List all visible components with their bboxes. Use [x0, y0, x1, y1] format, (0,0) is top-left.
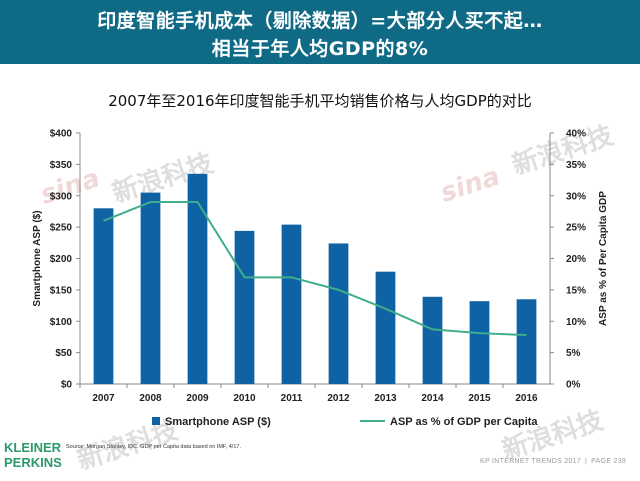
- asp-bar: [140, 192, 161, 384]
- asp-pct-gdp-line: [103, 201, 527, 337]
- legend-bar-swatch: [152, 417, 160, 425]
- right-tick-label: 15%: [566, 285, 586, 296]
- x-tick-label: 2008: [139, 393, 162, 404]
- left-tick-label: $50: [55, 348, 72, 359]
- x-tick-label: 2011: [281, 393, 303, 404]
- x-tick-label: 2012: [327, 393, 350, 404]
- slide-title-line1: 印度智能手机成本（剔除数据）=大部分人买不起…: [97, 10, 543, 32]
- x-tick-label: 2010: [233, 393, 256, 404]
- right-tick-label: 25%: [566, 223, 586, 234]
- right-tick-label: 35%: [566, 160, 586, 171]
- left-tick-label: $100: [50, 317, 73, 328]
- asp-bar: [422, 296, 443, 384]
- x-tick-label: 2013: [374, 393, 397, 404]
- asp-bar: [281, 224, 302, 384]
- x-tick-label: 2007: [92, 393, 115, 404]
- left-tick-label: $0: [61, 380, 73, 391]
- asp-bar: [93, 208, 114, 384]
- right-tick-label: 20%: [566, 254, 586, 265]
- footer-report-name: KP INTERNET TRENDS 2017: [480, 458, 582, 465]
- asp-bar: [187, 173, 208, 384]
- chart-title: 2007年至2016年印度智能手机平均销售价格与人均GDP的对比: [108, 92, 532, 110]
- source-note: Source: Morgan Stanley, IDC. GDP per Cap…: [66, 444, 241, 450]
- kleiner-perkins-logo: KLEINER PERKINS: [4, 440, 64, 470]
- slide-title-line2: 相当于年人均GDP的8%: [211, 38, 429, 60]
- asp-bar: [516, 299, 537, 384]
- asp-bar: [234, 230, 255, 384]
- footer: KP INTERNET TRENDS 2017 | PAGE 239: [480, 458, 626, 465]
- left-axis-label: Smartphone ASP ($): [32, 210, 43, 306]
- footer-page-number: PAGE 239: [591, 458, 627, 465]
- x-tick-label: 2009: [186, 393, 209, 404]
- left-tick-label: $150: [50, 285, 73, 296]
- asp-bar: [375, 271, 396, 384]
- x-tick-label: 2014: [421, 393, 444, 404]
- right-tick-label: 0%: [566, 380, 581, 391]
- left-tick-label: $400: [50, 129, 73, 140]
- left-tick-label: $250: [50, 223, 73, 234]
- left-tick-label: $350: [50, 160, 73, 171]
- right-axis-label: ASP as % of Per Capita GDP: [598, 191, 609, 326]
- legend-bar-label: Smartphone ASP ($): [165, 416, 271, 428]
- footer-separator: |: [585, 458, 588, 465]
- x-tick-label: 2016: [515, 393, 538, 404]
- legend-line-label: ASP as % of GDP per Capita: [390, 416, 538, 428]
- slide-header: 印度智能手机成本（剔除数据）=大部分人买不起… 相当于年人均GDP的8%: [0, 0, 640, 64]
- x-tick-label: 2015: [468, 393, 491, 404]
- logo-line1: KLEINER: [4, 440, 62, 455]
- right-tick-label: 30%: [566, 191, 586, 202]
- asp-bar: [328, 243, 349, 384]
- logo-line2: PERKINS: [4, 455, 62, 470]
- right-tick-label: 5%: [566, 348, 581, 359]
- right-tick-label: 40%: [566, 129, 586, 140]
- asp-bar: [469, 301, 490, 384]
- right-tick-label: 10%: [566, 317, 586, 328]
- left-tick-label: $300: [50, 191, 73, 202]
- left-tick-label: $200: [50, 254, 73, 265]
